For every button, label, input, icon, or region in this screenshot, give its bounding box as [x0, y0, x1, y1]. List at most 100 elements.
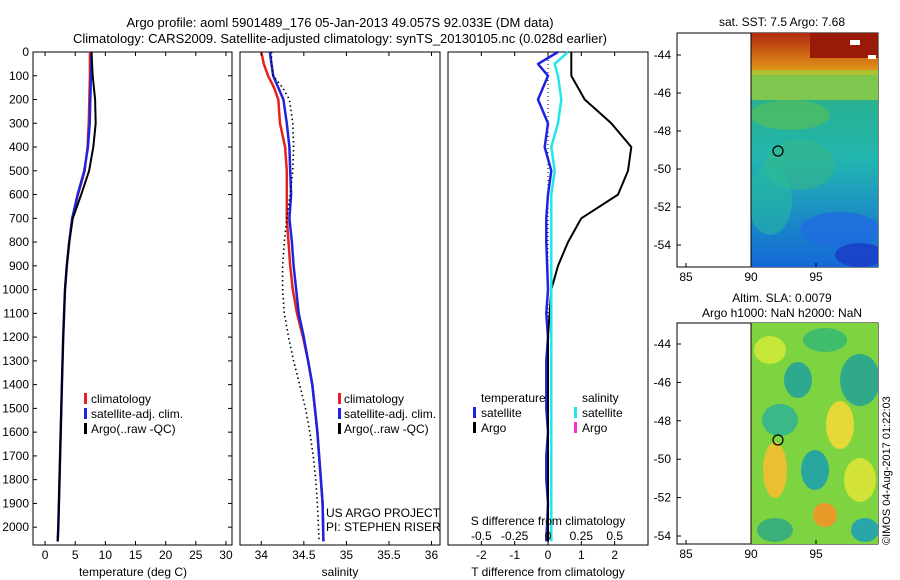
sst-map-title: sat. SST: 7.5 Argo: 7.68 [719, 15, 845, 29]
y-tick-label: 1000 [2, 283, 29, 297]
y-tick-label: 1100 [3, 306, 29, 320]
x-tick-label: 0 [545, 548, 552, 562]
y-tick-label: 200 [9, 93, 29, 107]
legend-swatch-climatology [84, 393, 87, 404]
x-tick-label: 10 [99, 548, 113, 562]
y-tick-label: 600 [9, 188, 29, 202]
map-y-tick-label: -46 [654, 375, 672, 389]
difference-legend: temperature salinity satellite Argo sate… [473, 391, 623, 435]
difference-x-ticks: -2 -1 0 1 2 [476, 52, 618, 562]
series-climatology [260, 51, 325, 542]
map-y-tick-label: -48 [654, 414, 672, 428]
top-tick-label: 0.25 [570, 529, 594, 543]
imos-timestamp: ©IMOS 04-Aug-2017 01:22:03 [881, 396, 893, 545]
legend-s-argo: Argo [582, 421, 608, 435]
y-tick-label: 1500 [2, 401, 29, 415]
legend-header-temperature: temperature [481, 391, 546, 405]
map-x-tick-label: 95 [809, 547, 823, 561]
temperature-legend-satellite: satellite-adj. clim. [91, 407, 183, 421]
sla-map-y-ticks: -44 -46 -48 -50 -52 -54 [654, 337, 681, 543]
x-tick-label: 30 [219, 548, 233, 562]
sst-argo-location [772, 145, 784, 157]
y-tick-label: 1900 [2, 496, 29, 510]
y-tick-label: 1200 [2, 330, 29, 344]
sla-map-title-line2: Argo h1000: NaN h2000: NaN [702, 306, 862, 320]
top-tick-label: -0.25 [501, 529, 529, 543]
salinity-x-ticks: 34 34.5 35 35.5 36 [255, 52, 439, 562]
x-tick-label: 36 [425, 548, 439, 562]
x-tick-label: 15 [129, 548, 143, 562]
legend-s-satellite: satellite [582, 406, 623, 420]
difference-panel: -2 -1 0 1 2 -0.5 -0.25 0 0.25 0.5 S difference f… [447, 50, 649, 579]
x-tick-label: 5 [72, 548, 79, 562]
series-argo-raw-qc [270, 52, 320, 542]
y-tick-label: 1800 [2, 473, 29, 487]
map-x-tick-label: 90 [744, 270, 758, 284]
sst-map: sat. SST: 7.5 Argo: 7.68 -44 -46 -48 -50 -52… [654, 15, 879, 284]
map-y-tick-label: -44 [654, 337, 672, 351]
series-temperature-argo [547, 52, 633, 542]
legend-swatch-argo [338, 423, 341, 434]
legend-header-salinity: salinity [582, 391, 619, 405]
temperature-panel: 0 5 10 15 20 25 30 0 100 200 300 400 500 600 700 800 90… [2, 45, 233, 579]
salinity-panel: 34 34.5 35 35.5 36 salinity climatology sate… [239, 51, 441, 579]
top-tick-label: -0.5 [471, 529, 492, 543]
x-tick-label: 2 [611, 548, 618, 562]
top-tick-label: 0 [545, 529, 552, 543]
legend-t-satellite: satellite [481, 406, 522, 420]
y-tick-label: 0 [22, 45, 29, 59]
difference-lines [536, 50, 633, 545]
legend-swatch-s-satellite [574, 407, 577, 418]
sla-field [751, 323, 878, 544]
difference-top-ticks: -0.5 -0.25 0 0.25 0.5 [471, 529, 623, 543]
salinity-legend-climatology: climatology [344, 392, 404, 406]
sla-map-title-line1: Altim. SLA: 0.0079 [732, 291, 832, 305]
sst-map-x-ticks: 85 90 95 [679, 263, 823, 284]
salinity-x-label: salinity [322, 565, 359, 579]
y-tick-label: 700 [9, 211, 29, 225]
map-y-tick-label: -48 [654, 124, 672, 138]
map-x-tick-label: 95 [809, 270, 823, 284]
y-tick-label: 400 [9, 140, 29, 154]
y-tick-label: 1700 [2, 449, 29, 463]
map-y-tick-label: -54 [654, 529, 672, 543]
temperature-legend-climatology: climatology [91, 392, 151, 406]
map-y-tick-label: -50 [654, 452, 672, 466]
salinity-legend-argo: Argo(..raw -QC) [344, 422, 429, 436]
y-tick-label: 100 [9, 69, 29, 83]
map-y-tick-label: -46 [654, 86, 672, 100]
legend-t-argo: Argo [481, 421, 507, 435]
temperature-panel-frame [32, 51, 233, 546]
figure-title-line1: Argo profile: aoml 5901489_176 05-Jan-20… [126, 15, 553, 30]
legend-swatch-climatology [338, 393, 341, 404]
series-salinity-satellite [550, 51, 569, 542]
temperature-legend-argo: Argo(..raw -QC) [91, 422, 176, 436]
difference-x-label: T difference from climatology [471, 565, 625, 579]
y-tick-label: 500 [9, 164, 29, 178]
y-tick-label: 1600 [2, 425, 29, 439]
legend-swatch-satellite [84, 408, 87, 419]
x-tick-label: 35 [340, 548, 354, 562]
sla-argo-location [772, 434, 784, 446]
legend-swatch-t-satellite [473, 407, 476, 418]
x-tick-label: 35.5 [377, 548, 401, 562]
series-temperature-satellite [536, 50, 559, 542]
temperature-y-ticks: 0 100 200 300 400 500 600 700 800 900 1000 1100 1200… [2, 45, 232, 534]
map-x-tick-label: 85 [679, 270, 693, 284]
x-tick-label: 20 [159, 548, 173, 562]
x-tick-label: -2 [476, 548, 487, 562]
sst-map-y-ticks: -44 -46 -48 -50 -52 -54 [654, 48, 681, 252]
sla-map: Altim. SLA: 0.0079 Argo h1000: NaN h2000… [654, 291, 879, 561]
legend-swatch-s-argo [574, 422, 577, 433]
temperature-lines [56, 51, 97, 542]
top-tick-label: 0.5 [606, 529, 623, 543]
x-tick-label: 34 [255, 548, 269, 562]
temperature-x-ticks: 0 5 10 15 20 25 30 [42, 52, 233, 562]
credit-pi: PI: STEPHEN RISER [326, 520, 441, 534]
map-x-tick-label: 90 [744, 547, 758, 561]
x-tick-label: 1 [578, 548, 585, 562]
salinity-legend-satellite: satellite-adj. clim. [344, 407, 436, 421]
y-tick-label: 900 [9, 259, 29, 273]
y-tick-label: 1300 [2, 354, 29, 368]
